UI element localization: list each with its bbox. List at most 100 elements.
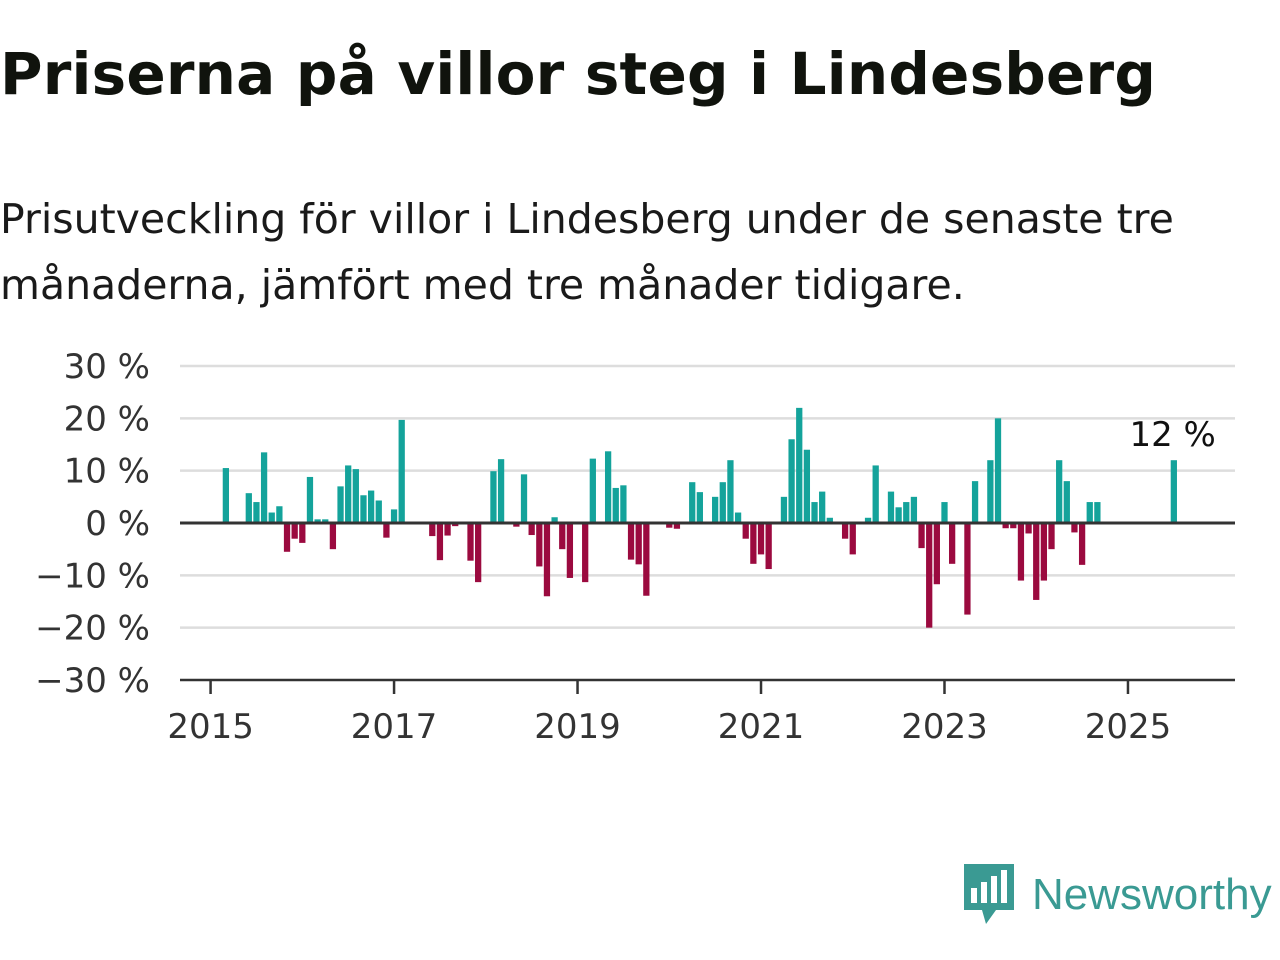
bar <box>1056 460 1063 523</box>
bar <box>513 523 520 527</box>
bar <box>811 502 818 523</box>
axes <box>180 521 1235 694</box>
bar <box>849 523 856 555</box>
bar <box>941 502 948 523</box>
bar <box>1063 481 1070 523</box>
bar <box>689 482 696 523</box>
y-tick-label: −30 % <box>35 661 150 701</box>
x-tick-label: 2015 <box>167 707 254 747</box>
newsworthy-logo-icon <box>964 864 1014 924</box>
bar <box>497 459 505 523</box>
bar <box>696 492 703 523</box>
y-tick-label: 0 % <box>85 504 150 544</box>
bar <box>352 469 359 523</box>
bar <box>788 439 795 523</box>
bar <box>1002 523 1009 529</box>
bar <box>643 523 650 596</box>
bar <box>757 523 765 555</box>
bar <box>872 465 879 523</box>
bar <box>276 506 283 523</box>
bar <box>841 523 849 539</box>
bar <box>475 523 482 583</box>
bar <box>1033 523 1040 600</box>
bar <box>520 474 528 523</box>
bar <box>666 523 673 528</box>
bar <box>1078 523 1086 565</box>
bar <box>375 500 382 523</box>
bar <box>1071 523 1078 533</box>
bar <box>910 496 918 523</box>
bar <box>429 523 436 537</box>
bar <box>604 451 612 523</box>
bar <box>627 523 635 560</box>
bar <box>780 496 788 523</box>
bar <box>589 458 596 523</box>
bar <box>926 523 933 628</box>
x-tick-label: 2021 <box>718 707 805 747</box>
bar <box>987 460 994 523</box>
bar <box>528 523 535 536</box>
bar <box>712 496 719 523</box>
brand-logo: Newsworthy <box>964 864 1272 926</box>
bar <box>933 523 940 585</box>
bar <box>291 523 298 539</box>
bar <box>742 523 749 539</box>
x-tick-label: 2019 <box>534 707 621 747</box>
bar <box>536 523 543 567</box>
brand-name: Newsworthy <box>1032 870 1272 919</box>
bar <box>1086 502 1093 523</box>
bar <box>283 523 291 552</box>
bar <box>436 523 444 561</box>
bar <box>819 491 826 523</box>
bar <box>1040 523 1048 581</box>
bar <box>727 460 734 523</box>
x-tick-label: 2025 <box>1085 707 1172 747</box>
tick-labels: 30 % 20 % 10 % 0 % −10 % −20 % −30 % 2015 2017 20… <box>35 347 1216 747</box>
last-value-label: 12 % <box>1129 415 1215 455</box>
bar <box>551 517 558 523</box>
bar <box>398 419 405 523</box>
x-tick-label: 2023 <box>901 707 988 747</box>
bar <box>268 512 275 523</box>
bar <box>490 471 497 523</box>
bar <box>543 523 551 597</box>
bar <box>903 502 910 523</box>
bar <box>367 490 375 523</box>
bar <box>1048 523 1055 550</box>
bar <box>796 407 803 523</box>
bar <box>864 517 872 523</box>
bar <box>582 523 589 583</box>
bar <box>895 507 902 523</box>
bar <box>383 523 390 538</box>
bar <box>1025 523 1032 534</box>
chart-subtitle: Prisutveckling för villor i Lindesberg u… <box>0 195 1174 309</box>
bar <box>765 523 772 570</box>
bar <box>1170 460 1177 523</box>
bar <box>559 523 566 550</box>
bar <box>887 491 895 523</box>
bar <box>306 476 314 523</box>
bar <box>719 482 726 523</box>
bar <box>245 493 252 523</box>
bar <box>620 485 627 523</box>
y-tick-label: 20 % <box>64 399 150 439</box>
bar <box>750 523 757 564</box>
bar-chart: 30 % 20 % 10 % 0 % −10 % −20 % −30 % 2015 2017 20… <box>35 347 1235 747</box>
bar <box>971 481 979 523</box>
bar <box>345 465 352 523</box>
bar <box>337 486 344 523</box>
bar <box>635 523 642 565</box>
x-tick-label: 2017 <box>351 707 438 747</box>
page-title: Priserna på villor steg i Lindesberg <box>0 40 1157 108</box>
bar <box>949 523 956 564</box>
bar <box>314 519 321 523</box>
bar <box>360 495 367 523</box>
y-tick-label: −10 % <box>35 556 150 596</box>
bar <box>826 517 833 523</box>
bars <box>222 407 1177 628</box>
bar <box>1017 523 1025 581</box>
bar <box>322 519 329 523</box>
bar <box>299 523 306 543</box>
bar <box>918 523 925 549</box>
bar <box>452 523 459 527</box>
